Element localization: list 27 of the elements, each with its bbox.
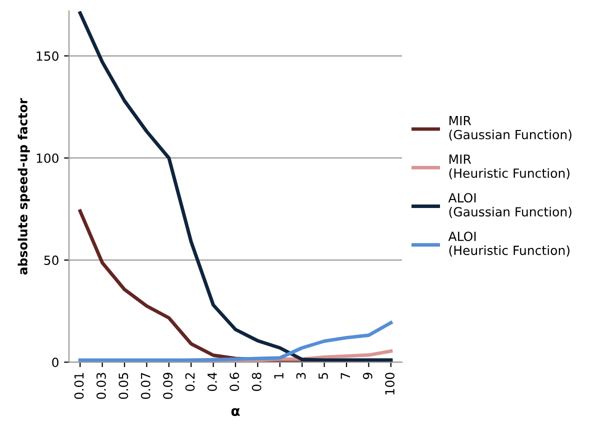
legend-label: ALOI (Gaussian Function) (448, 193, 572, 218)
y-axis-title: absolute speed-up factor (18, 98, 30, 275)
x-tick-label: 1 (274, 373, 284, 378)
x-tick-label: 0.03 (96, 372, 106, 399)
y-tick-label: 50 (44, 256, 58, 266)
x-tick-label: 0.05 (118, 372, 128, 399)
x-tick-label: 3 (296, 372, 306, 379)
x-tick-label: 0.2 (185, 373, 195, 391)
legend-label: MIR (Heuristic Function) (449, 154, 570, 180)
x-tick-label: 0.09 (163, 372, 173, 399)
x-tick-label: 0.07 (140, 372, 150, 399)
x-tick-label: 0.6 (230, 372, 240, 391)
x-axis-title: α (231, 408, 240, 416)
x-tick-label: 7 (340, 372, 350, 379)
y-tick-label: 150 (36, 51, 58, 61)
x-tick-label: 9 (362, 372, 372, 380)
x-tick-label: 0.01 (74, 373, 84, 399)
legend-label: MIR (Gaussian Function) (449, 116, 572, 141)
x-tick-label: 0.8 (252, 372, 262, 391)
y-tick-label: 0 (52, 358, 58, 368)
line-series (78, 321, 393, 362)
y-tick-label: 100 (36, 153, 58, 163)
line-series (78, 11, 393, 362)
x-tick-label: 5 (318, 372, 328, 379)
x-tick-label: 100 (385, 372, 395, 394)
legend-label: ALOI (Heuristic Function) (448, 232, 570, 257)
x-tick-label: 0.4 (207, 372, 217, 391)
